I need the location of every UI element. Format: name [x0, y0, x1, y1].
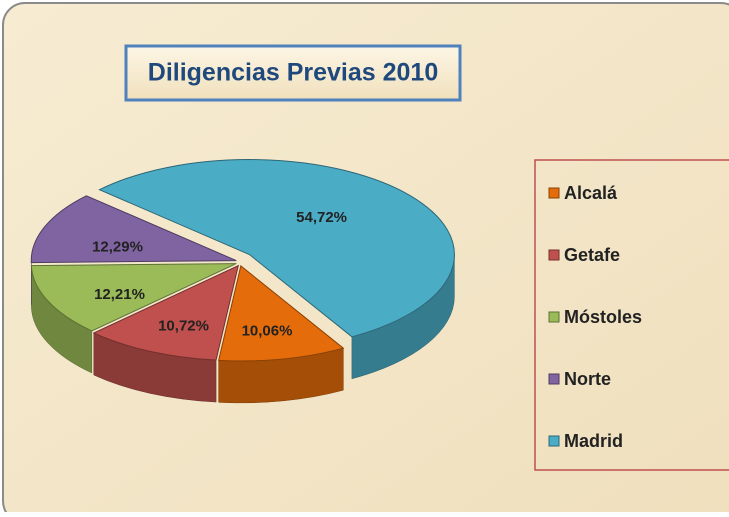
legend-label: Getafe [564, 245, 620, 265]
data-label: 12,29% [92, 239, 143, 256]
legend-label: Madrid [564, 431, 623, 451]
chart-title: Diligencias Previas 2010 [148, 59, 438, 87]
legend-swatch [549, 188, 559, 198]
legend-swatch [549, 312, 559, 322]
data-label: 10,06% [242, 323, 293, 340]
legend-label: Móstoles [564, 307, 642, 327]
data-label: 12,21% [94, 286, 145, 303]
legend-swatch [549, 374, 559, 384]
legend-swatch [549, 250, 559, 260]
legend-swatch [549, 436, 559, 446]
data-label: 10,72% [158, 318, 209, 335]
legend-label: Norte [564, 369, 611, 389]
data-label: 54,72% [296, 209, 347, 226]
legend-label: Alcalá [564, 183, 618, 203]
